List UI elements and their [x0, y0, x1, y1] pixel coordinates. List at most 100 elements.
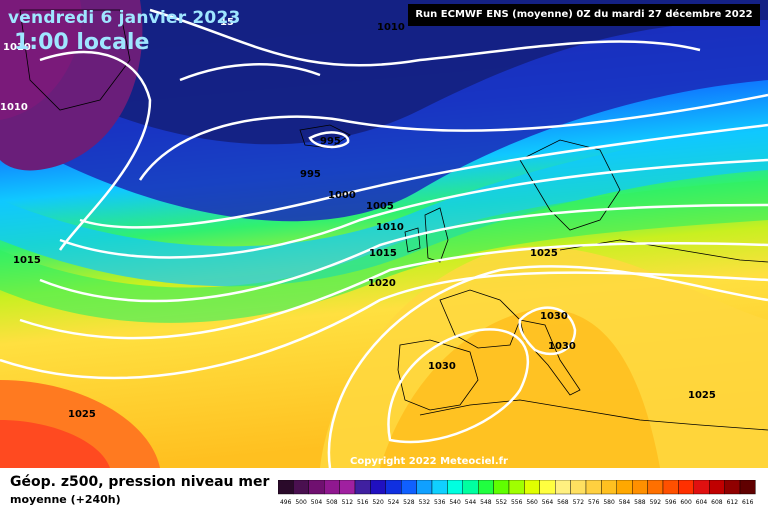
colorbar-label: 540 [449, 499, 461, 506]
colorbar-label: 532 [419, 499, 431, 506]
colorbar-swatch [524, 480, 540, 495]
coastline-ireland [404, 227, 421, 253]
colorbar-label: 588 [634, 499, 646, 506]
isobar-1010 [39, 203, 768, 303]
isobar-label: 1005 [366, 201, 394, 212]
isobar-label: 1025 [68, 409, 96, 420]
colorbar-label: 592 [650, 499, 662, 506]
colorbar-swatch [416, 480, 433, 495]
colorbar-label: 524 [388, 499, 400, 506]
isobar-995-inner [308, 131, 350, 149]
isobar-label: 1010 [376, 222, 404, 233]
colorbar-label: 512 [342, 499, 354, 506]
copyright: Copyright 2022 Meteociel.fr [350, 456, 508, 467]
isobar-label: 1030 [428, 361, 456, 372]
colorbar-swatch [739, 480, 756, 495]
coastline-north-africa [419, 399, 768, 431]
colorbar-label: 520 [372, 499, 384, 506]
colorbar-swatch [493, 480, 510, 495]
colorbar-label: 596 [665, 499, 677, 506]
green-band [0, 180, 768, 323]
isobar-label: 1030 [540, 311, 568, 322]
colorbar-label: 584 [619, 499, 631, 506]
colorbar-label: 616 [742, 499, 754, 506]
colorbar-label: 504 [311, 499, 323, 506]
isobar-label: 1000 [328, 190, 356, 201]
colorbar-label: 528 [403, 499, 415, 506]
colorbar-label: 604 [696, 499, 708, 506]
colorbar-swatch [339, 480, 356, 495]
colorbar-swatch [693, 480, 710, 495]
local-time: 1:00 locale [14, 30, 150, 55]
map-subtitle: moyenne (+240h) [10, 493, 121, 506]
colorbar-swatch [601, 480, 617, 495]
colorbar-swatch [662, 480, 679, 495]
isobar-1010-northwest [149, 8, 701, 67]
colorbar-label: 568 [557, 499, 569, 506]
colorbar: 496 500 504 508 512 516 520 524 528 532 536 540 544 5… [278, 480, 756, 506]
colorbar-swatch [616, 480, 633, 495]
colorbar-label: 600 [680, 499, 692, 506]
navy-band [0, 0, 768, 145]
isobars [0, 8, 768, 468]
coastline-uk [424, 207, 449, 263]
isobar-1020 [0, 271, 768, 380]
colorbar-label: 552 [496, 499, 508, 506]
colorbar-swatch [477, 480, 494, 495]
isobar-labels: 1010 1010 1010 995 995 1000 1005 1010 10… [0, 17, 716, 420]
colorbar-swatch [508, 480, 525, 495]
coastline-france [439, 289, 521, 349]
isobar-1000 [79, 123, 768, 229]
isobar-995 [138, 93, 768, 181]
isobar-label: 995 [300, 169, 321, 180]
colorbar-label: 500 [295, 499, 307, 506]
coastline-iceland [299, 124, 351, 149]
isobar-1030-central [518, 306, 577, 356]
weather-map: 1010 1010 1010 995 995 1000 1005 1010 10… [0, 0, 768, 468]
isobar-low-outer [39, 51, 152, 251]
isobar-1015 [19, 242, 768, 340]
isobar-label: 1030 [548, 341, 576, 352]
colorbar-swatch [555, 480, 571, 495]
red-southwest [0, 420, 110, 468]
isobar-label: 1020 [368, 278, 396, 289]
colorbar-label: 556 [511, 499, 523, 506]
colorbar-label: 560 [526, 499, 538, 506]
colorbar-label: 564 [542, 499, 554, 506]
colorbar-swatch [370, 480, 387, 495]
colorbar-label: 572 [573, 499, 585, 506]
isobar-label: 1015 [369, 248, 397, 259]
colorbar-label: 612 [727, 499, 739, 506]
z500-pressure-map: 1010 1010 1010 995 995 1000 1005 1010 10… [0, 0, 768, 468]
colorbar-swatch [354, 480, 371, 495]
isobar-1010-arc [179, 63, 321, 82]
colorbar-swatch [678, 480, 694, 495]
colorbar-swatch [539, 480, 556, 495]
footer: Géop. z500, pression niveau mer moyenne … [0, 468, 768, 512]
isobar-label: 1010 [0, 102, 28, 113]
cyan-band [0, 130, 768, 287]
coastline-greenland [19, 9, 131, 111]
isobar-1025 [327, 265, 768, 468]
isobar-1030-west [387, 328, 530, 444]
colorbar-swatch [400, 480, 417, 495]
isobar-label: 1025 [688, 390, 716, 401]
isobar-label: 1010 [3, 42, 31, 53]
colorbar-swatch [447, 480, 463, 495]
colorbar-label: 608 [711, 499, 723, 506]
isobar-label: 995 [320, 136, 341, 147]
colorbar-swatch [709, 480, 725, 495]
colorbar-swatch [324, 480, 340, 495]
colorbar-swatch [462, 480, 479, 495]
isobar-1005 [59, 158, 768, 259]
colorbar-swatch [278, 480, 294, 495]
colorbar-swatch [308, 480, 325, 495]
colorbar-label: 508 [326, 499, 338, 506]
isobar-label: 1010 [377, 22, 405, 33]
colorbar-swatch [570, 480, 587, 495]
isobar-label: 1025 [530, 248, 558, 259]
colorbar-swatch [724, 480, 741, 495]
colorbar-swatch [647, 480, 664, 495]
valid-date: vendredi 6 janvier 2023 [8, 8, 241, 28]
colorbar-swatch [431, 480, 448, 495]
